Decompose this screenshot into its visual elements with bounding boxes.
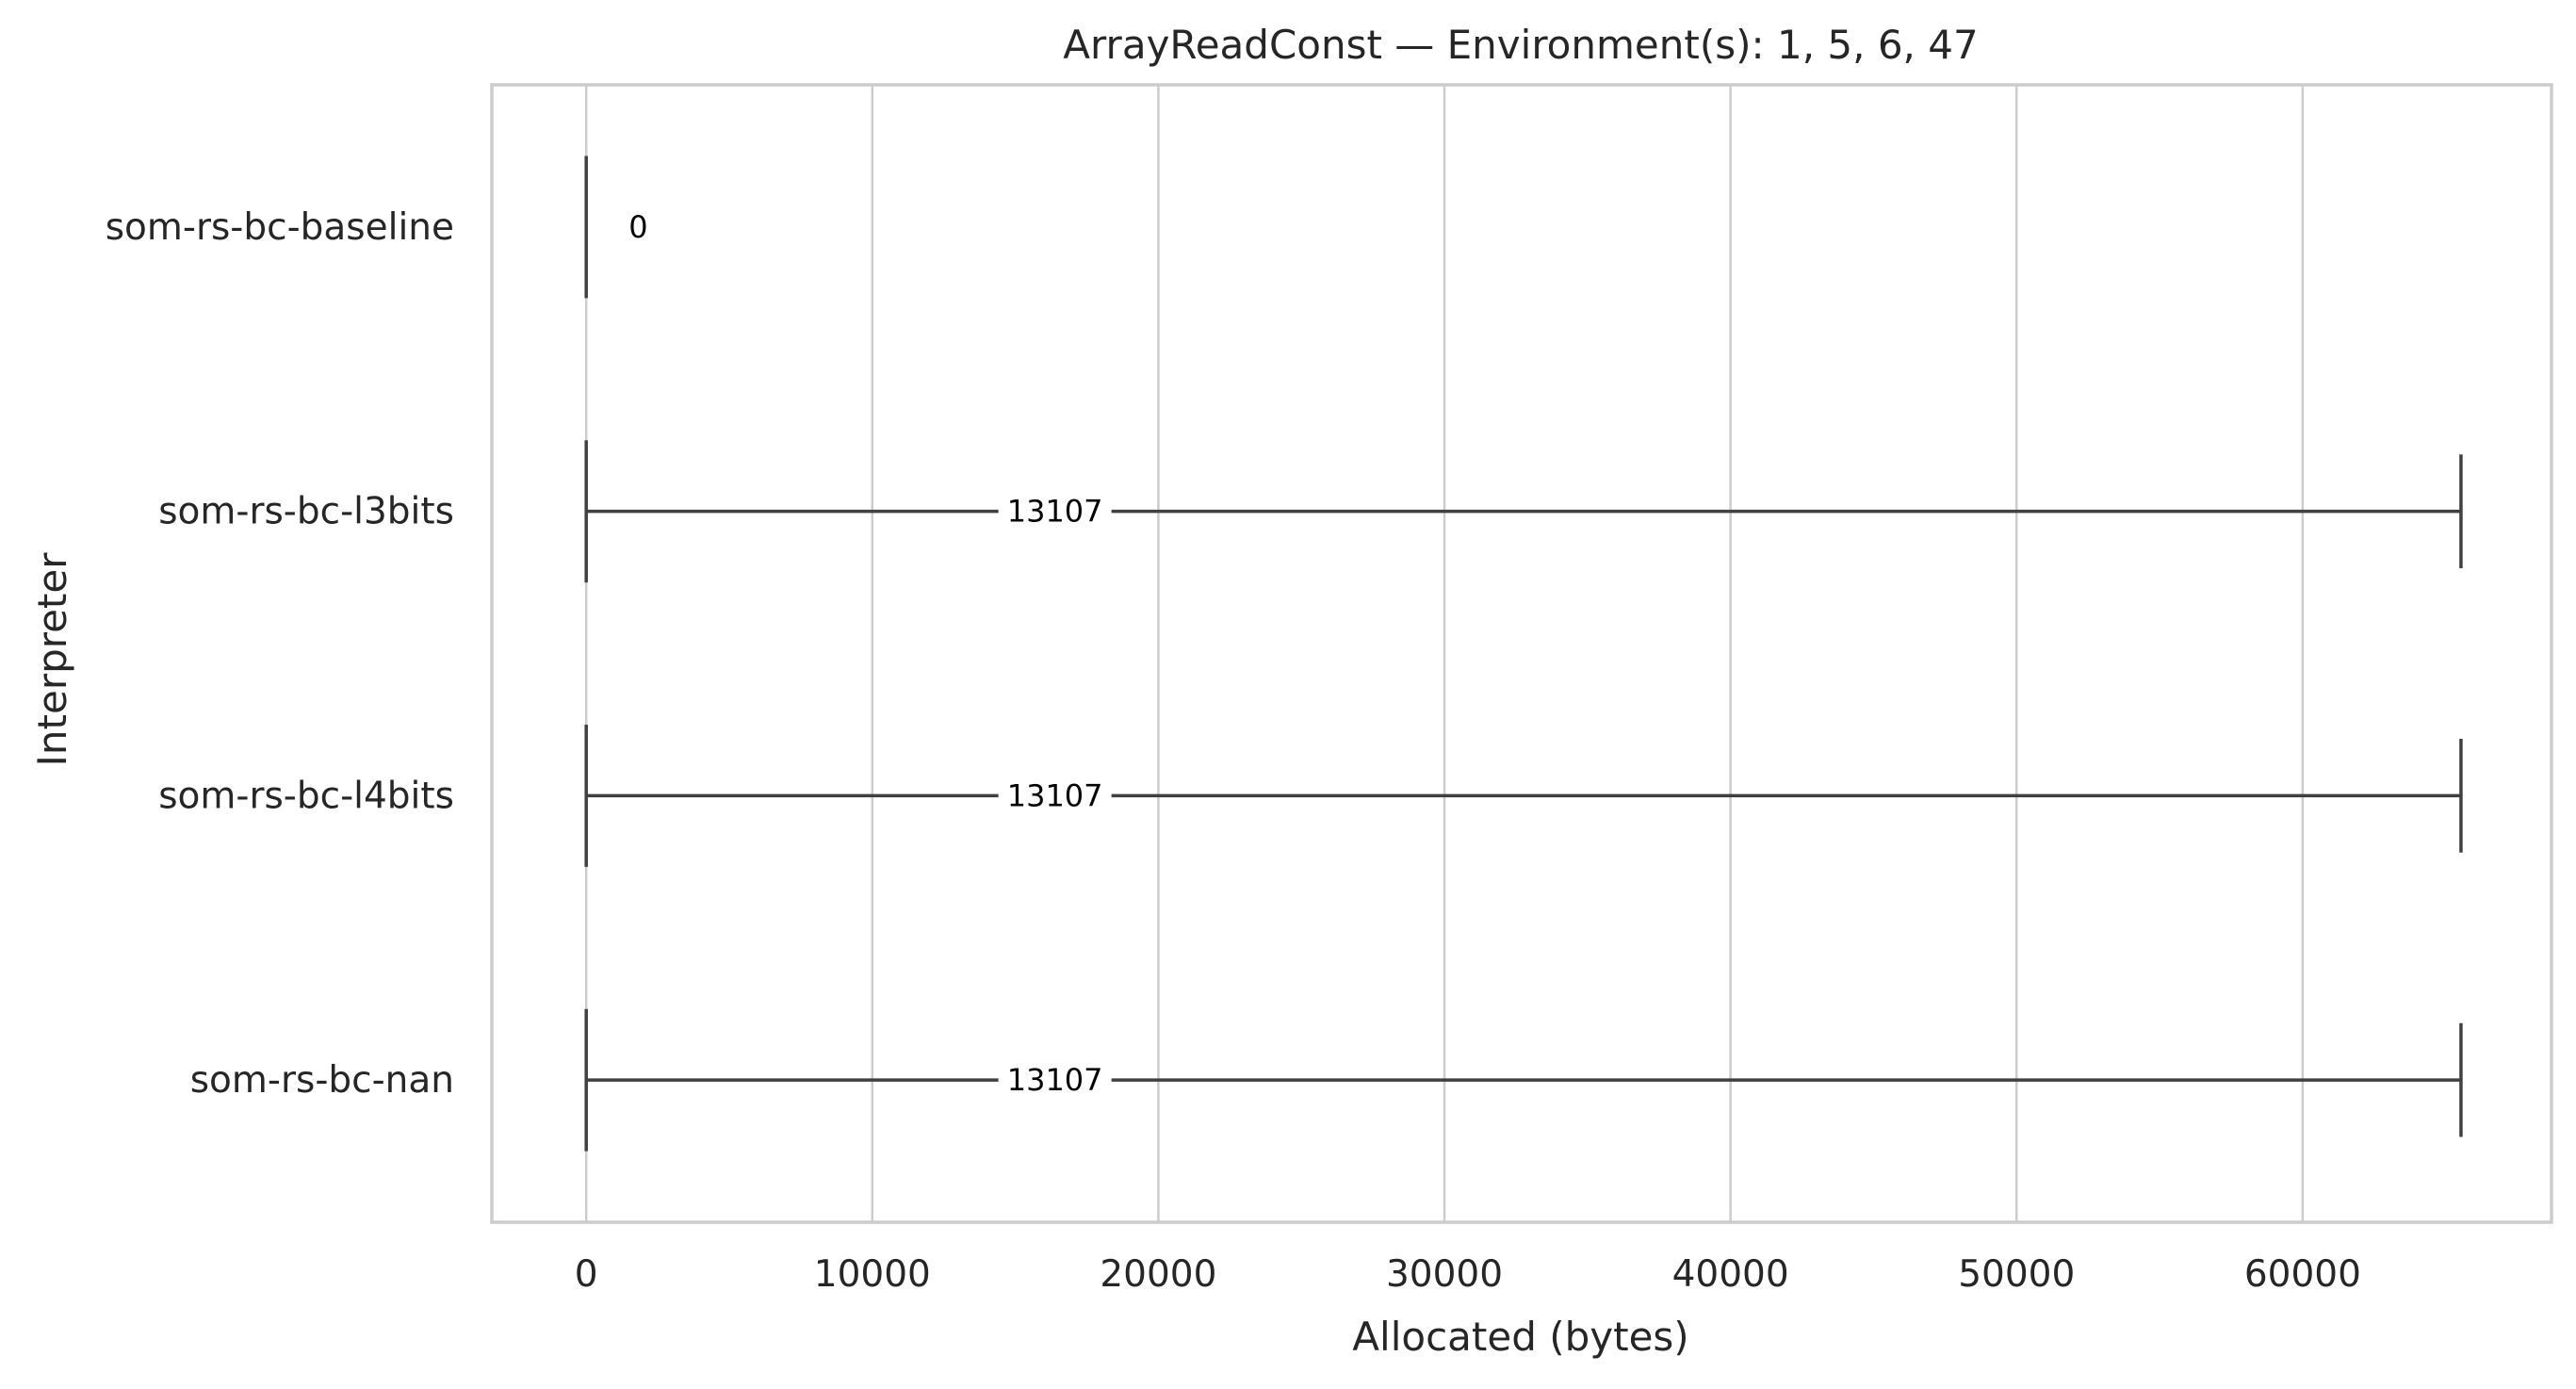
y-tick-label: som-rs-bc-nan (190, 1059, 454, 1102)
plot-frame (490, 83, 2553, 1224)
chart-title: ArrayReadConst — Environment(s): 1, 5, 6… (1063, 22, 1978, 68)
data-label-background (998, 1059, 1112, 1098)
box-som-rs-bc-l4bits: 13107 (584, 724, 2463, 867)
y-tick-labels: som-rs-bc-baseline som-rs-bc-l3bits som-rs… (106, 206, 454, 1102)
x-gridlines (584, 85, 2305, 1222)
data-label: 13107 (1007, 777, 1103, 813)
data-label: 13107 (1007, 1062, 1103, 1098)
data-label-background (998, 490, 1112, 529)
x-tick-label: 30000 (1386, 1253, 1503, 1296)
x-tick-label: 40000 (1672, 1253, 1789, 1296)
box-som-rs-bc-nan: 13107 (584, 1008, 2463, 1152)
x-tick-labels: 0 10000 20000 30000 40000 50000 60000 (575, 1253, 2361, 1296)
y-tick-label: som-rs-bc-baseline (106, 206, 454, 249)
x-tick-label: 20000 (1100, 1253, 1216, 1296)
y-tick-label: som-rs-bc-l3bits (158, 491, 454, 533)
x-tick-label: 50000 (1958, 1253, 2075, 1296)
x-tick-label: 60000 (2244, 1253, 2361, 1296)
box-som-rs-bc-baseline: 0 (584, 155, 648, 299)
x-tick-label: 10000 (814, 1253, 931, 1296)
data-label: 0 (628, 209, 647, 245)
box-marks: 0 13107 13107 13107 (584, 155, 2463, 1152)
x-tick-label: 0 (575, 1253, 598, 1296)
data-label: 13107 (1007, 494, 1103, 530)
x-axis-label: Allocated (bytes) (1352, 1314, 1688, 1360)
data-label-background (998, 775, 1112, 813)
box-som-rs-bc-l3bits: 13107 (584, 440, 2463, 583)
y-tick-label: som-rs-bc-l4bits (158, 775, 454, 817)
y-axis-label: Interpreter (29, 552, 75, 767)
